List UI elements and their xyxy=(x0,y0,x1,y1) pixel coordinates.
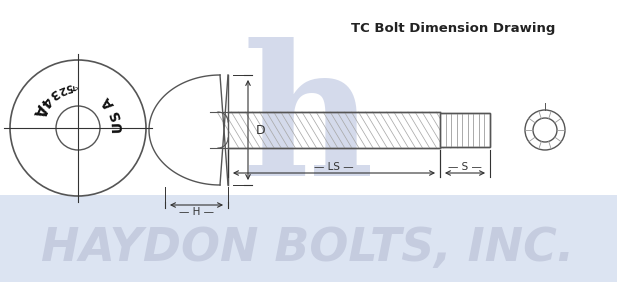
Text: U: U xyxy=(110,121,125,133)
Text: 3: 3 xyxy=(46,86,61,101)
Bar xyxy=(0,0,228,282)
Circle shape xyxy=(533,118,557,142)
Circle shape xyxy=(10,60,146,196)
Polygon shape xyxy=(149,75,228,185)
Text: HAYDON BOLTS, INC.: HAYDON BOLTS, INC. xyxy=(41,226,574,270)
Text: TC Bolt Dimension Drawing: TC Bolt Dimension Drawing xyxy=(351,22,556,35)
Bar xyxy=(440,113,490,147)
Circle shape xyxy=(525,110,565,150)
Text: — H —: — H — xyxy=(179,207,214,217)
Text: — LS —: — LS — xyxy=(314,162,354,172)
Text: S: S xyxy=(107,107,123,122)
Bar xyxy=(440,113,490,147)
Text: 5: 5 xyxy=(64,81,73,92)
Text: — S —: — S — xyxy=(448,162,482,172)
Text: C: C xyxy=(75,84,78,88)
Text: A: A xyxy=(99,94,117,111)
Text: D: D xyxy=(256,124,266,136)
Text: T: T xyxy=(71,83,77,89)
Bar xyxy=(0,195,617,282)
Text: 4: 4 xyxy=(37,93,54,109)
Text: h: h xyxy=(242,37,373,213)
Text: A: A xyxy=(30,102,49,119)
Text: 2: 2 xyxy=(56,83,67,95)
Circle shape xyxy=(56,106,100,150)
